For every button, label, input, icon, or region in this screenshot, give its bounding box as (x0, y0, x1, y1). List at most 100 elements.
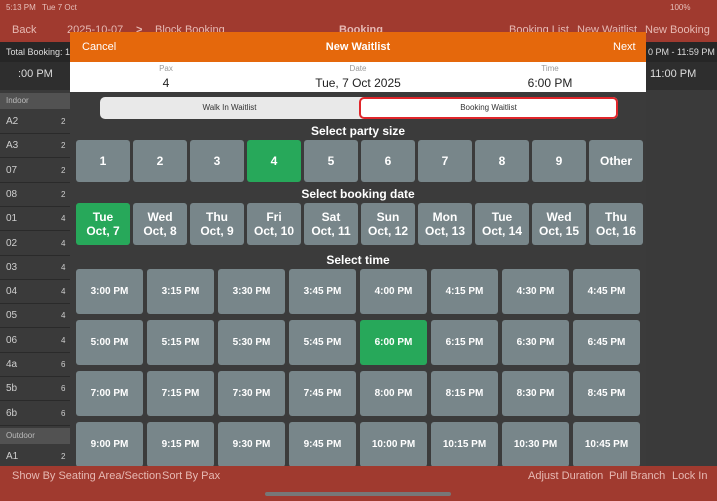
table-row[interactable]: A2 2 (0, 110, 70, 134)
tab[interactable]: Walk In Waitlist (202, 103, 257, 112)
time-option[interactable]: 10:45 PM (573, 422, 640, 466)
table-capacity: 2 (61, 451, 66, 461)
table-capacity: 6 (61, 384, 66, 394)
date-option[interactable]: Sun Oct, 12 (361, 203, 415, 245)
time-option[interactable]: 5:45 PM (289, 320, 356, 365)
date-date: Oct, 16 (595, 224, 637, 238)
table-row[interactable]: 05 4 (0, 304, 70, 329)
table-capacity: 4 (61, 238, 66, 248)
party-option[interactable]: 5 (304, 140, 358, 182)
timeline-left: :00 PM (18, 68, 53, 80)
table-name: 08 (6, 188, 18, 200)
table-capacity: 6 (61, 408, 66, 418)
time-option[interactable]: 4:45 PM (573, 269, 640, 314)
time-option[interactable]: 6:15 PM (431, 320, 498, 365)
table-row[interactable]: 04 4 (0, 280, 70, 305)
time-heading: Select time (326, 253, 390, 267)
party-option[interactable]: 3 (190, 140, 244, 182)
time-option[interactable]: 6:30 PM (502, 320, 569, 365)
date-option[interactable]: Mon Oct, 13 (418, 203, 472, 245)
cancel-button[interactable]: Cancel (82, 41, 117, 53)
party-option[interactable]: Other (589, 140, 643, 182)
table-row[interactable]: 03 4 (0, 256, 70, 280)
date-option[interactable]: Fri Oct, 10 (247, 203, 301, 245)
seating-button[interactable]: Show By Seating Area/Section (12, 470, 162, 482)
party-option[interactable]: 8 (475, 140, 529, 182)
date-date: Oct, 13 (424, 224, 466, 238)
time-option[interactable]: 3:45 PM (289, 269, 356, 314)
date-day: Mon (432, 210, 458, 224)
time-option[interactable]: 7:30 PM (218, 371, 285, 416)
time-option[interactable]: 7:15 PM (147, 371, 214, 416)
time-option[interactable]: 10:30 PM (502, 422, 569, 466)
table-capacity: 4 (61, 262, 66, 272)
date-option[interactable]: Wed Oct, 15 (532, 203, 586, 245)
new-booking[interactable]: New Booking (645, 24, 710, 36)
time-option[interactable]: 8:30 PM (502, 371, 569, 416)
party-option[interactable]: 7 (418, 140, 472, 182)
time-option[interactable]: 5:30 PM (218, 320, 285, 365)
time-option[interactable]: 5:00 PM (76, 320, 143, 365)
table-name: 02 (6, 237, 18, 249)
time-option[interactable]: 10:15 PM (431, 422, 498, 466)
pull-button[interactable]: Pull Branch (609, 470, 666, 482)
lock-button[interactable]: Lock In (672, 470, 708, 482)
party-option[interactable]: 4 (247, 140, 301, 182)
party-option[interactable]: 2 (133, 140, 187, 182)
time-option[interactable]: 9:45 PM (289, 422, 356, 466)
table-row[interactable]: 01 4 (0, 207, 70, 232)
table-row[interactable]: 07 2 (0, 159, 70, 183)
next-day[interactable]: > (136, 24, 143, 36)
adjust-button[interactable]: Adjust Duration (528, 470, 604, 482)
date-option[interactable]: Tue Oct, 7 (76, 203, 130, 245)
time-option[interactable]: 8:15 PM (431, 371, 498, 416)
date-option[interactable]: Wed Oct, 8 (133, 203, 187, 245)
time-option[interactable]: 6:45 PM (573, 320, 640, 365)
table-capacity: 4 (61, 287, 66, 297)
time-option[interactable]: 7:00 PM (76, 371, 143, 416)
back-button[interactable]: Back (12, 24, 37, 36)
table-row[interactable]: 08 2 (0, 183, 70, 207)
party-option[interactable]: 1 (76, 140, 130, 182)
date-option[interactable]: Thu Oct, 9 (190, 203, 244, 245)
time-option[interactable]: 8:00 PM (360, 371, 427, 416)
time-option[interactable]: 7:45 PM (289, 371, 356, 416)
time-option[interactable]: 6:00 PM (360, 320, 427, 365)
date-day: Tue (491, 210, 513, 224)
table-row[interactable]: A3 2 (0, 134, 70, 159)
time-option[interactable]: 3:15 PM (147, 269, 214, 314)
next-button[interactable]: Next (613, 41, 636, 53)
battery: 100% (670, 3, 691, 12)
table-row[interactable]: 6b 6 (0, 402, 70, 426)
time-option[interactable]: 4:15 PM (431, 269, 498, 314)
table-row[interactable]: 02 4 (0, 232, 70, 256)
date-option[interactable]: Thu Oct, 16 (589, 203, 643, 245)
table-name: A3 (6, 140, 19, 152)
time-option[interactable]: 9:15 PM (147, 422, 214, 466)
time-option[interactable]: 10:00 PM (360, 422, 427, 466)
table-row[interactable]: 4a 6 (0, 353, 70, 377)
date-date: Oct, 15 (538, 224, 580, 238)
table-row[interactable]: 5b 6 (0, 377, 70, 402)
time-option[interactable]: 4:00 PM (360, 269, 427, 314)
time-option[interactable]: 3:00 PM (76, 269, 143, 314)
time-option[interactable]: 3:30 PM (218, 269, 285, 314)
time-option[interactable]: 9:00 PM (76, 422, 143, 466)
time-option[interactable]: 5:15 PM (147, 320, 214, 365)
date-date: Oct, 11 (311, 224, 351, 238)
date-date: Oct, 12 (367, 224, 409, 238)
table-capacity: 6 (61, 360, 66, 369)
time-option[interactable]: 8:45 PM (573, 371, 640, 416)
date-option[interactable]: Tue Oct, 14 (475, 203, 529, 245)
time-option[interactable]: 4:30 PM (502, 269, 569, 314)
party-option[interactable]: 9 (532, 140, 586, 182)
sort-button[interactable]: Sort By Pax (162, 470, 221, 482)
time-option[interactable]: 9:30 PM (218, 422, 285, 466)
table-row[interactable]: 06 4 (0, 329, 70, 353)
party-option[interactable]: 6 (361, 140, 415, 182)
table-name: 04 (6, 286, 18, 298)
date-day: Thu (206, 210, 228, 224)
tab[interactable]: Booking Waitlist (359, 97, 618, 119)
date-option[interactable]: Sat Oct, 11 (304, 203, 358, 245)
date-heading: Select booking date (301, 187, 415, 201)
